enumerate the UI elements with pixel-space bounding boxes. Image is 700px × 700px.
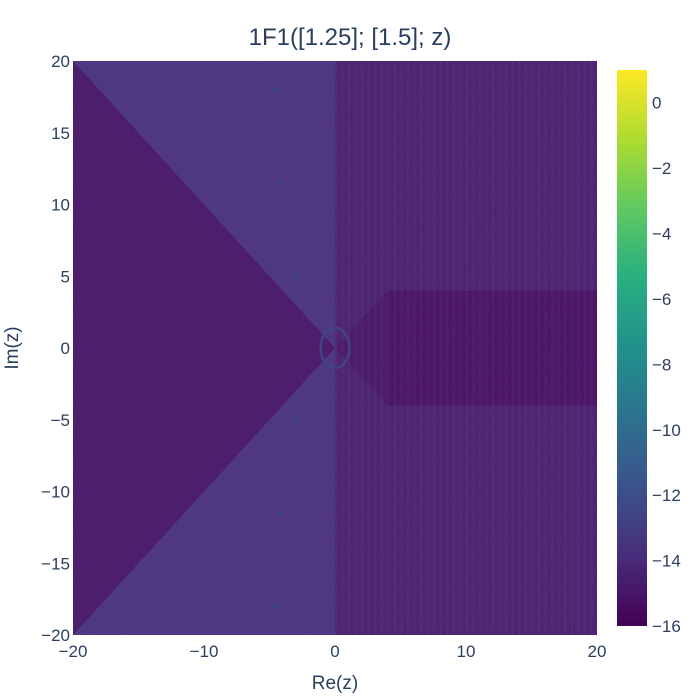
bright-spot <box>276 510 283 517</box>
y-tick-label: −20 <box>41 626 70 645</box>
x-axis-ticks: −20 −10 0 10 20 <box>59 642 607 661</box>
colorbar-tick-label: −4 <box>652 225 671 244</box>
y-tick-label: −10 <box>41 483 70 502</box>
y-axis-label: Im(z) <box>2 326 23 369</box>
colorbar-tick-label: −8 <box>652 355 671 374</box>
bright-spot <box>292 416 299 423</box>
colorbar-tick-label: 0 <box>652 94 661 113</box>
region-ring <box>319 326 351 370</box>
y-tick-label: 10 <box>51 196 70 215</box>
colorbar-tick-label: −6 <box>652 290 671 309</box>
x-tick-label: 20 <box>588 642 607 661</box>
x-tick-label: 10 <box>457 642 476 661</box>
chart-title: 1F1([1.25]; [1.5]; z) <box>249 24 452 51</box>
colorbar-tick-label: −12 <box>652 486 681 505</box>
colorbar-tick-label: −14 <box>652 552 681 571</box>
colorbar-gradient <box>617 70 647 626</box>
bright-spot <box>273 603 280 610</box>
x-tick-label: 0 <box>330 642 339 661</box>
colorbar-tick-label: −2 <box>652 159 671 178</box>
colorbar-ticks: 0 −2 −4 −6 −8 −10 −12 −14 −16 <box>652 94 681 636</box>
x-tick-label: −10 <box>190 642 219 661</box>
y-tick-label: 5 <box>61 267 70 286</box>
heatmap-plot-area[interactable] <box>73 61 597 635</box>
y-tick-label: −15 <box>41 554 70 573</box>
y-tick-label: −5 <box>51 411 70 430</box>
bright-spot <box>276 179 283 186</box>
colorbar-tick-label: −10 <box>652 421 681 440</box>
y-axis-ticks: −20 −15 −10 −5 0 5 10 15 20 <box>41 52 70 645</box>
bright-spot <box>292 273 299 280</box>
x-axis-label: Re(z) <box>312 673 358 694</box>
x-tick-label: −20 <box>59 642 88 661</box>
y-tick-label: 15 <box>51 124 70 143</box>
colorbar: 0 −2 −4 −6 −8 −10 −12 −14 −16 <box>617 70 681 636</box>
noise-texture <box>73 61 597 635</box>
colorbar-tick-label: −16 <box>652 617 681 636</box>
bright-spot <box>273 86 280 93</box>
y-tick-label: 20 <box>51 52 70 71</box>
y-tick-label: 0 <box>61 339 70 358</box>
